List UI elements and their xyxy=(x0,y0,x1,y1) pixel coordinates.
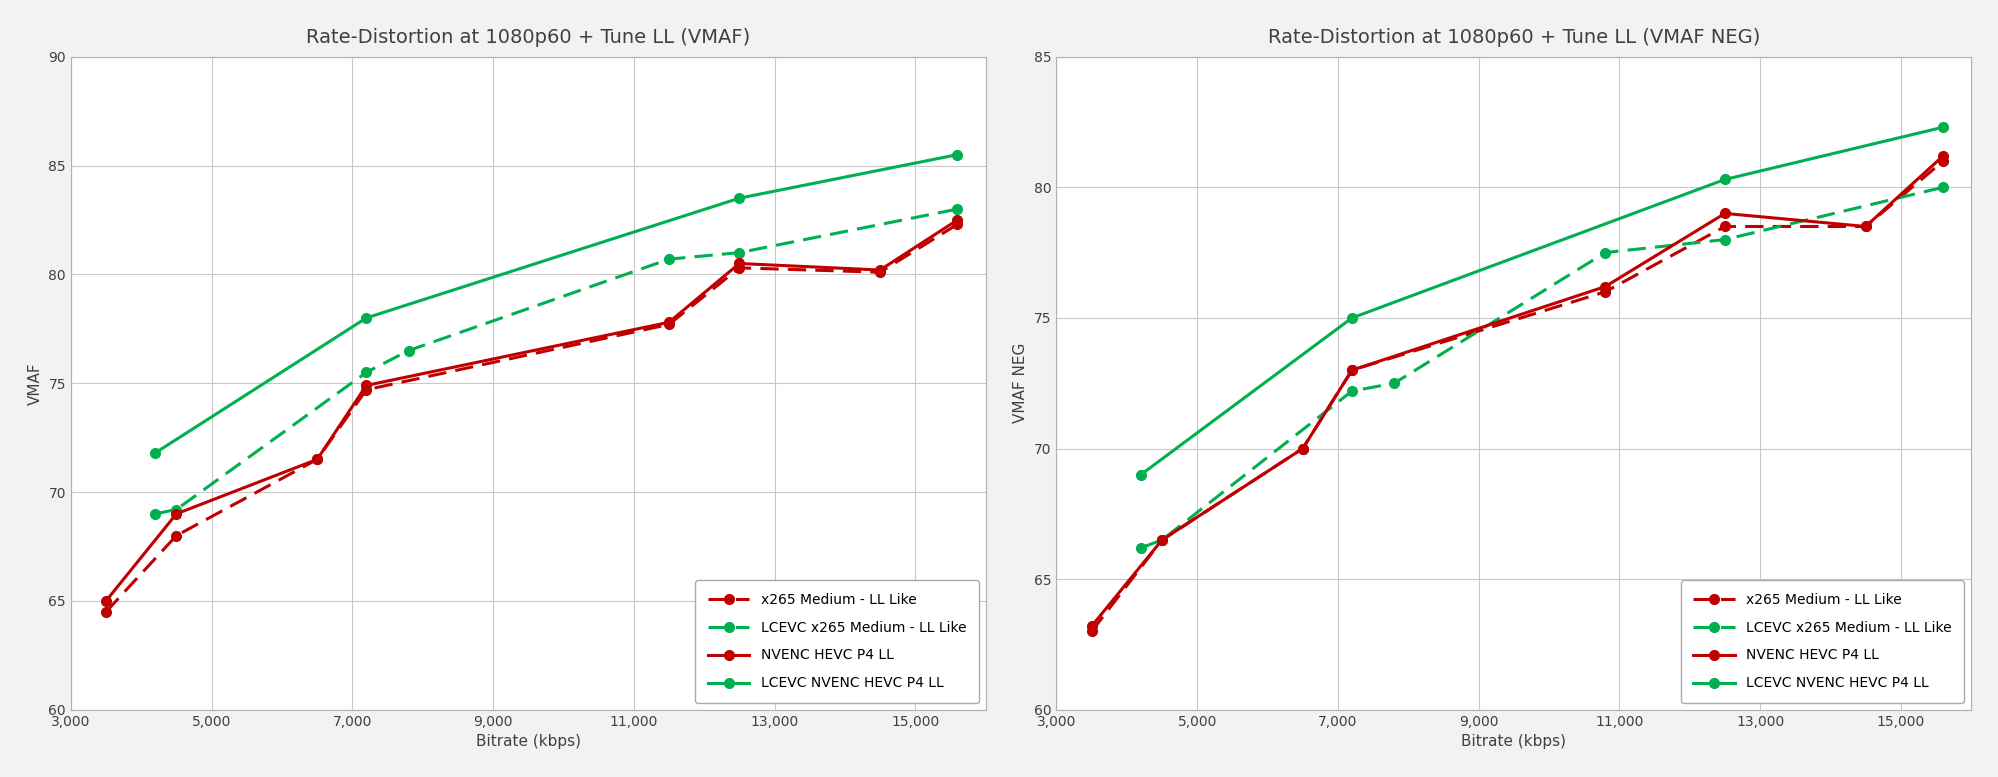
LCEVC NVENC HEVC P4 LL xyxy=(727,193,751,203)
LCEVC x265 Medium - LL Like xyxy=(1339,386,1363,395)
Line: LCEVC x265 Medium - LL Like: LCEVC x265 Medium - LL Like xyxy=(150,204,961,519)
NVENC HEVC P4 LL xyxy=(945,215,969,225)
NVENC HEVC P4 LL xyxy=(727,259,751,268)
Line: LCEVC NVENC HEVC P4 LL: LCEVC NVENC HEVC P4 LL xyxy=(1135,122,1946,479)
NVENC HEVC P4 LL xyxy=(1291,444,1315,453)
x265 Medium - LL Like xyxy=(1930,156,1954,166)
x265 Medium - LL Like xyxy=(354,385,378,395)
NVENC HEVC P4 LL xyxy=(867,266,891,275)
LCEVC x265 Medium - LL Like xyxy=(144,509,168,518)
LCEVC NVENC HEVC P4 LL xyxy=(1339,313,1363,322)
Title: Rate-Distortion at 1080p60 + Tune LL (VMAF): Rate-Distortion at 1080p60 + Tune LL (VM… xyxy=(306,28,749,47)
Title: Rate-Distortion at 1080p60 + Tune LL (VMAF NEG): Rate-Distortion at 1080p60 + Tune LL (VM… xyxy=(1267,28,1758,47)
Legend: x265 Medium - LL Like, LCEVC x265 Medium - LL Like, NVENC HEVC P4 LL, LCEVC NVEN: x265 Medium - LL Like, LCEVC x265 Medium… xyxy=(1680,580,1964,703)
NVENC HEVC P4 LL xyxy=(1852,221,1876,231)
LCEVC NVENC HEVC P4 LL xyxy=(1930,123,1954,132)
Y-axis label: VMAF: VMAF xyxy=(28,362,42,405)
NVENC HEVC P4 LL xyxy=(1592,282,1616,291)
LCEVC x265 Medium - LL Like xyxy=(396,346,420,355)
x265 Medium - LL Like xyxy=(727,263,751,273)
Line: NVENC HEVC P4 LL: NVENC HEVC P4 LL xyxy=(102,215,961,606)
Line: NVENC HEVC P4 LL: NVENC HEVC P4 LL xyxy=(1087,151,1946,631)
NVENC HEVC P4 LL xyxy=(657,318,681,327)
Line: x265 Medium - LL Like: x265 Medium - LL Like xyxy=(1087,156,1946,636)
LCEVC x265 Medium - LL Like xyxy=(1129,543,1153,552)
x265 Medium - LL Like xyxy=(1592,287,1616,297)
Line: LCEVC NVENC HEVC P4 LL: LCEVC NVENC HEVC P4 LL xyxy=(150,150,961,458)
LCEVC NVENC HEVC P4 LL xyxy=(945,150,969,159)
LCEVC NVENC HEVC P4 LL xyxy=(354,313,378,322)
x265 Medium - LL Like xyxy=(1852,221,1876,231)
LCEVC x265 Medium - LL Like xyxy=(164,505,188,514)
x265 Medium - LL Like xyxy=(1291,444,1315,453)
LCEVC x265 Medium - LL Like xyxy=(354,368,378,377)
LCEVC x265 Medium - LL Like xyxy=(1592,248,1616,257)
LCEVC x265 Medium - LL Like xyxy=(1930,183,1954,192)
LCEVC x265 Medium - LL Like xyxy=(1712,235,1736,244)
Line: x265 Medium - LL Like: x265 Medium - LL Like xyxy=(102,219,961,617)
x265 Medium - LL Like xyxy=(867,267,891,277)
Legend: x265 Medium - LL Like, LCEVC x265 Medium - LL Like, NVENC HEVC P4 LL, LCEVC NVEN: x265 Medium - LL Like, LCEVC x265 Medium… xyxy=(695,580,979,703)
X-axis label: Bitrate (kbps): Bitrate (kbps) xyxy=(1461,734,1566,749)
NVENC HEVC P4 LL xyxy=(94,596,118,605)
x265 Medium - LL Like xyxy=(164,531,188,540)
X-axis label: Bitrate (kbps): Bitrate (kbps) xyxy=(476,734,581,749)
x265 Medium - LL Like xyxy=(1712,221,1736,231)
NVENC HEVC P4 LL xyxy=(1712,209,1736,218)
NVENC HEVC P4 LL xyxy=(1339,365,1363,375)
x265 Medium - LL Like xyxy=(657,320,681,329)
Line: LCEVC x265 Medium - LL Like: LCEVC x265 Medium - LL Like xyxy=(1135,183,1946,552)
NVENC HEVC P4 LL xyxy=(354,381,378,390)
NVENC HEVC P4 LL xyxy=(1149,535,1173,545)
LCEVC x265 Medium - LL Like xyxy=(1381,378,1405,388)
LCEVC NVENC HEVC P4 LL xyxy=(144,448,168,458)
x265 Medium - LL Like xyxy=(1339,365,1363,375)
x265 Medium - LL Like xyxy=(945,220,969,229)
LCEVC x265 Medium - LL Like xyxy=(657,255,681,264)
LCEVC x265 Medium - LL Like xyxy=(1149,535,1173,545)
LCEVC NVENC HEVC P4 LL xyxy=(1712,175,1736,184)
NVENC HEVC P4 LL xyxy=(1930,152,1954,161)
x265 Medium - LL Like xyxy=(306,455,330,464)
Y-axis label: VMAF NEG: VMAF NEG xyxy=(1013,343,1027,423)
LCEVC NVENC HEVC P4 LL xyxy=(1129,470,1153,479)
LCEVC x265 Medium - LL Like xyxy=(727,248,751,257)
NVENC HEVC P4 LL xyxy=(164,509,188,518)
NVENC HEVC P4 LL xyxy=(1079,622,1103,631)
LCEVC x265 Medium - LL Like xyxy=(945,204,969,214)
x265 Medium - LL Like xyxy=(1079,627,1103,636)
x265 Medium - LL Like xyxy=(1149,535,1173,545)
x265 Medium - LL Like xyxy=(94,607,118,616)
NVENC HEVC P4 LL xyxy=(306,455,330,464)
